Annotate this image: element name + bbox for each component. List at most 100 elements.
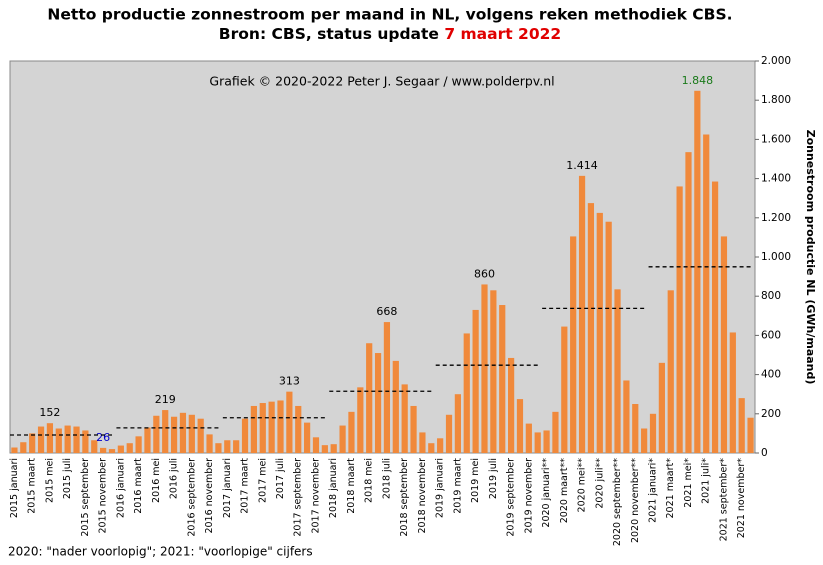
bar xyxy=(37,426,45,453)
bar xyxy=(241,418,249,453)
x-tick-label: 2015 september xyxy=(80,458,91,537)
x-tick-label: 2020 januari** xyxy=(541,458,552,528)
bar xyxy=(578,175,586,453)
bar xyxy=(481,284,488,453)
bar xyxy=(605,221,612,453)
footnote: 2020: "nader voorlopig"; 2021: "voorlopi… xyxy=(8,545,313,559)
bar xyxy=(348,411,355,453)
bar xyxy=(729,332,736,453)
plot-area xyxy=(9,60,756,454)
y-tick-label: 800 xyxy=(761,290,781,302)
x-tick-label: 2020 maart** xyxy=(559,458,570,523)
bar xyxy=(20,442,27,453)
value-label: 668 xyxy=(376,305,397,318)
bar xyxy=(188,414,195,453)
bar xyxy=(401,384,408,453)
bar xyxy=(614,289,621,453)
bar xyxy=(126,443,133,453)
x-tick-label: 2020 mei** xyxy=(577,458,588,513)
bar xyxy=(153,415,160,453)
y-axis-label: Zonnestroom productie NL (GWh/maand) xyxy=(804,130,817,385)
x-tick-label: 2018 november xyxy=(417,458,428,534)
bar xyxy=(286,391,293,453)
y-tick-label: 1.200 xyxy=(761,212,791,224)
x-tick-label: 2019 mei xyxy=(470,458,481,503)
x-tick-label: 2021 september* xyxy=(718,458,729,542)
bar xyxy=(197,418,204,453)
bar xyxy=(507,357,515,453)
bar xyxy=(304,422,311,453)
bar xyxy=(667,290,674,453)
bar xyxy=(472,309,479,453)
x-tick-label: 2019 september xyxy=(506,458,517,537)
bar xyxy=(233,440,240,453)
bar xyxy=(82,430,89,453)
value-label: 1.848 xyxy=(682,74,714,87)
y-tick-label: 1.600 xyxy=(761,133,791,145)
bar xyxy=(454,394,461,453)
bar xyxy=(162,410,169,453)
value-label: 152 xyxy=(39,406,60,419)
bar xyxy=(392,360,399,453)
bar xyxy=(516,399,524,453)
bar xyxy=(428,443,435,453)
x-tick-label: 2020 juli** xyxy=(594,458,605,509)
x-tick-label: 2015 mei xyxy=(44,458,55,503)
x-tick-label: 2019 november xyxy=(523,458,534,534)
bar xyxy=(570,236,577,453)
x-tick-label: 2017 mei xyxy=(257,458,268,503)
bar xyxy=(46,423,54,453)
bar xyxy=(108,449,116,453)
bar xyxy=(499,305,506,453)
bar xyxy=(490,290,497,453)
x-tick-label: 2021 mei* xyxy=(683,458,694,508)
bar xyxy=(312,437,320,453)
x-tick-label: 2018 juli xyxy=(381,458,392,499)
bar xyxy=(259,403,266,453)
y-tick-label: 0 xyxy=(761,447,768,459)
x-tick-label: 2018 mei xyxy=(364,458,375,503)
chart-title: Netto productie zonnestroom per maand in… xyxy=(47,6,732,24)
x-tick-label: 2017 november xyxy=(310,458,321,534)
x-tick-label: 2021 juli* xyxy=(701,458,712,504)
x-tick-label: 2015 november xyxy=(98,458,109,534)
bar xyxy=(525,423,532,453)
bar xyxy=(366,343,373,453)
bar xyxy=(676,186,683,453)
x-tick-label: 2016 mei xyxy=(151,458,162,503)
x-tick-label: 2018 januari xyxy=(328,458,339,518)
bar xyxy=(73,426,80,453)
x-tick-label: 2016 maart xyxy=(133,458,144,514)
y-tick-label: 400 xyxy=(761,369,781,381)
bar xyxy=(11,447,18,453)
x-tick-label: 2019 juli xyxy=(488,458,499,499)
bar xyxy=(55,428,62,453)
bar xyxy=(321,445,328,453)
x-tick-label: 2020 september** xyxy=(612,458,623,546)
y-tick-label: 2.000 xyxy=(761,55,791,67)
x-tick-label: 2018 september xyxy=(399,458,410,537)
x-tick-label: 2019 maart xyxy=(452,458,463,514)
y-tick-label: 200 xyxy=(761,408,781,420)
bar xyxy=(694,90,701,454)
annotation: Grafiek © 2020-2022 Peter J. Segaar / ww… xyxy=(209,74,554,89)
x-tick-label: 2017 september xyxy=(293,458,304,537)
bar xyxy=(596,212,603,453)
bar xyxy=(215,443,222,453)
x-tick-label: 2019 januari xyxy=(435,458,446,518)
bar xyxy=(738,398,745,453)
bar xyxy=(250,405,258,453)
y-tick-label: 1.800 xyxy=(761,94,791,106)
x-tick-label: 2016 september xyxy=(186,458,197,537)
value-label: 219 xyxy=(155,393,176,406)
bar xyxy=(410,405,417,453)
bar xyxy=(206,434,213,453)
bar xyxy=(632,404,639,453)
bar xyxy=(552,411,559,453)
bar xyxy=(649,413,657,453)
bar xyxy=(295,405,302,453)
x-tick-label: 2021 maart* xyxy=(665,458,676,519)
bar xyxy=(91,440,98,453)
bar xyxy=(224,440,231,453)
y-tick-label: 1.400 xyxy=(761,173,791,185)
